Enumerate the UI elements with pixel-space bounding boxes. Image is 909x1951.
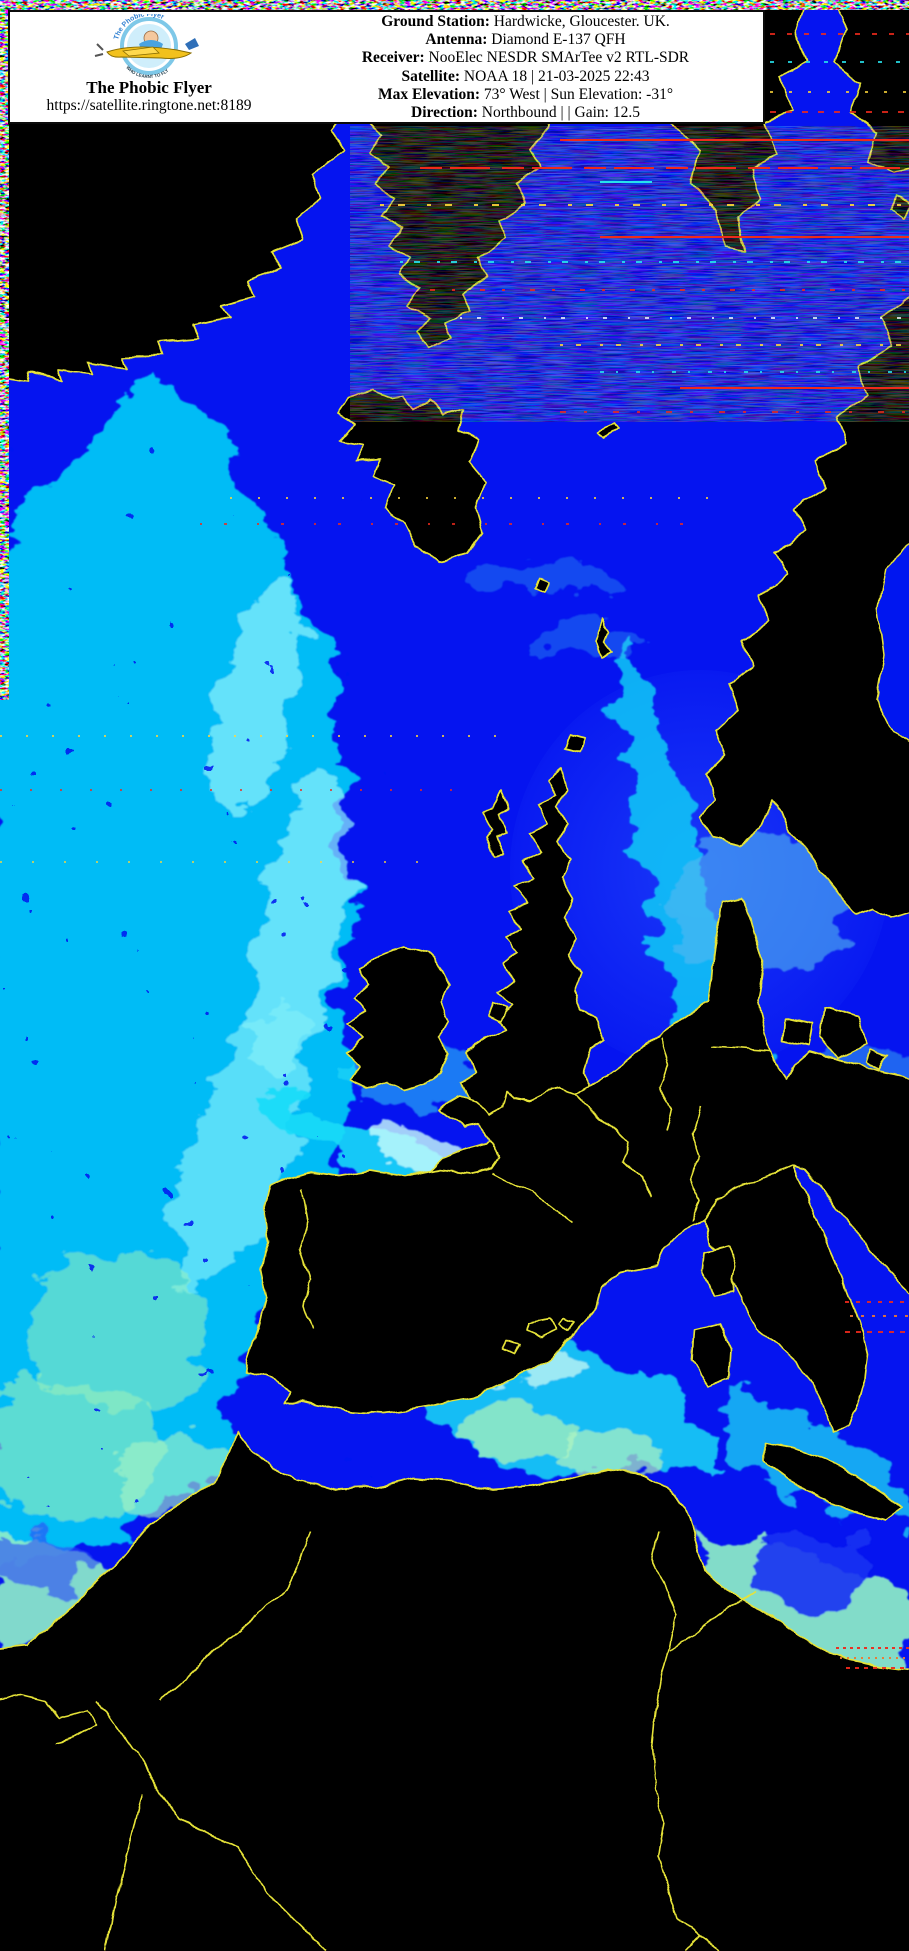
border-spain-portugal xyxy=(299,1189,313,1329)
border-tunisia-coastward xyxy=(669,1589,757,1651)
isle-of-man xyxy=(486,1001,507,1021)
station-name: The Phobic Flyer xyxy=(86,78,212,97)
field-label: Antenna: xyxy=(425,31,488,49)
info-field-receiver: Receiver: NooElec NESDR SMArTee v2 RTL-S… xyxy=(288,49,763,67)
ireland xyxy=(345,945,452,1091)
info-field-satellite: Satellite: NOAA 18 | 21-03-2025 22:43 xyxy=(288,68,763,86)
minorca xyxy=(559,1317,577,1331)
field-label: Satellite: xyxy=(401,67,460,85)
border-morocco-west-sahara xyxy=(0,1695,97,1745)
border-france-belgium-germany xyxy=(573,1093,653,1197)
hebrides xyxy=(483,791,511,857)
field-value: NooElec NESDR SMArTee v2 RTL-SDR xyxy=(428,49,690,67)
zealand xyxy=(819,1007,867,1059)
jan-mayen xyxy=(597,423,619,439)
field-label: Direction: xyxy=(411,104,478,122)
funen xyxy=(783,1017,813,1047)
border-libya-branch xyxy=(699,1935,723,1951)
plane-wing xyxy=(122,46,160,57)
signal-noise-left-edge xyxy=(0,10,9,700)
field-value: Northbound | | Gain: 12.5 xyxy=(481,104,640,122)
ibiza xyxy=(501,1339,519,1354)
scandinavia xyxy=(699,296,909,919)
border-germany-france-swiss xyxy=(689,1107,701,1223)
station-url: https://satellite.ringtone.net:8189 xyxy=(46,97,252,114)
danish-islet xyxy=(865,1049,887,1071)
pale-green-cloud xyxy=(460,1400,580,1460)
orkney xyxy=(565,735,585,753)
faroe-islands xyxy=(533,577,549,593)
border-algeria-tunisia-libya xyxy=(651,1529,701,1951)
field-label: Ground Station: xyxy=(381,13,490,30)
info-field-ground-station: Ground Station: Hardwicke, Gloucester. U… xyxy=(288,13,763,31)
pale-green-cloud xyxy=(555,1432,665,1480)
field-label: Max Elevation: xyxy=(377,85,480,103)
plane-tail xyxy=(185,38,199,50)
field-value: NOAA 18 | 21-03-2025 22:43 xyxy=(463,67,650,85)
skagerrak-cloud xyxy=(665,825,855,975)
continental-europe xyxy=(245,899,909,1432)
sicily xyxy=(763,1441,903,1521)
border-pyrenees xyxy=(493,1171,573,1223)
sardinia xyxy=(691,1323,733,1389)
station-identity: The Phobic Flyer WHO LEARNT TO FLY The P… xyxy=(10,11,288,122)
corsica xyxy=(703,1245,737,1297)
info-card: The Phobic Flyer WHO LEARNT TO FLY The P… xyxy=(8,10,765,124)
country-borders xyxy=(0,1039,793,1951)
field-value: Diamond E-137 QFH xyxy=(491,31,626,49)
signal-noise-band-top xyxy=(0,0,909,10)
noise-scanlines xyxy=(0,33,909,1669)
greenland xyxy=(0,39,353,383)
shetland xyxy=(595,617,613,659)
gulf-of-bothnia xyxy=(875,544,909,743)
border-west-sahara-south xyxy=(105,1792,143,1951)
field-value: Hardwicke, Gloucester. UK. xyxy=(493,13,670,30)
field-label: Receiver: xyxy=(361,49,425,67)
north-africa xyxy=(0,1431,909,1951)
info-field-max-elevation: Max Elevation: 73° West | Sun Elevation:… xyxy=(288,86,763,104)
blue-cloud-patch xyxy=(754,1530,870,1614)
field-value: 73° West | Sun Elevation: -31° xyxy=(483,85,674,103)
cloud-streak xyxy=(525,626,645,654)
border-alps-italy xyxy=(701,1165,793,1221)
pass-details: Ground Station: Hardwicke, Gloucester. U… xyxy=(288,12,763,122)
border-jutland-base xyxy=(711,1045,771,1051)
info-field-antenna: Antenna: Diamond E-137 QFH xyxy=(288,31,763,49)
majorca xyxy=(527,1319,559,1339)
propeller xyxy=(94,43,104,57)
border-germany-netherlands xyxy=(659,1039,673,1131)
phobic-flyer-badge-icon: The Phobic Flyer WHO LEARNT TO FLY xyxy=(94,11,199,79)
border-morocco-north xyxy=(159,1529,311,1701)
signal-noise-band-upper xyxy=(350,126,909,422)
blue-cloud-patch xyxy=(0,1535,95,1595)
station-logo: The Phobic Flyer WHO LEARNT TO FLY xyxy=(89,11,209,79)
info-field-direction: Direction: Northbound | | Gain: 12.5 xyxy=(288,104,763,122)
border-morocco-algeria xyxy=(97,1699,327,1951)
